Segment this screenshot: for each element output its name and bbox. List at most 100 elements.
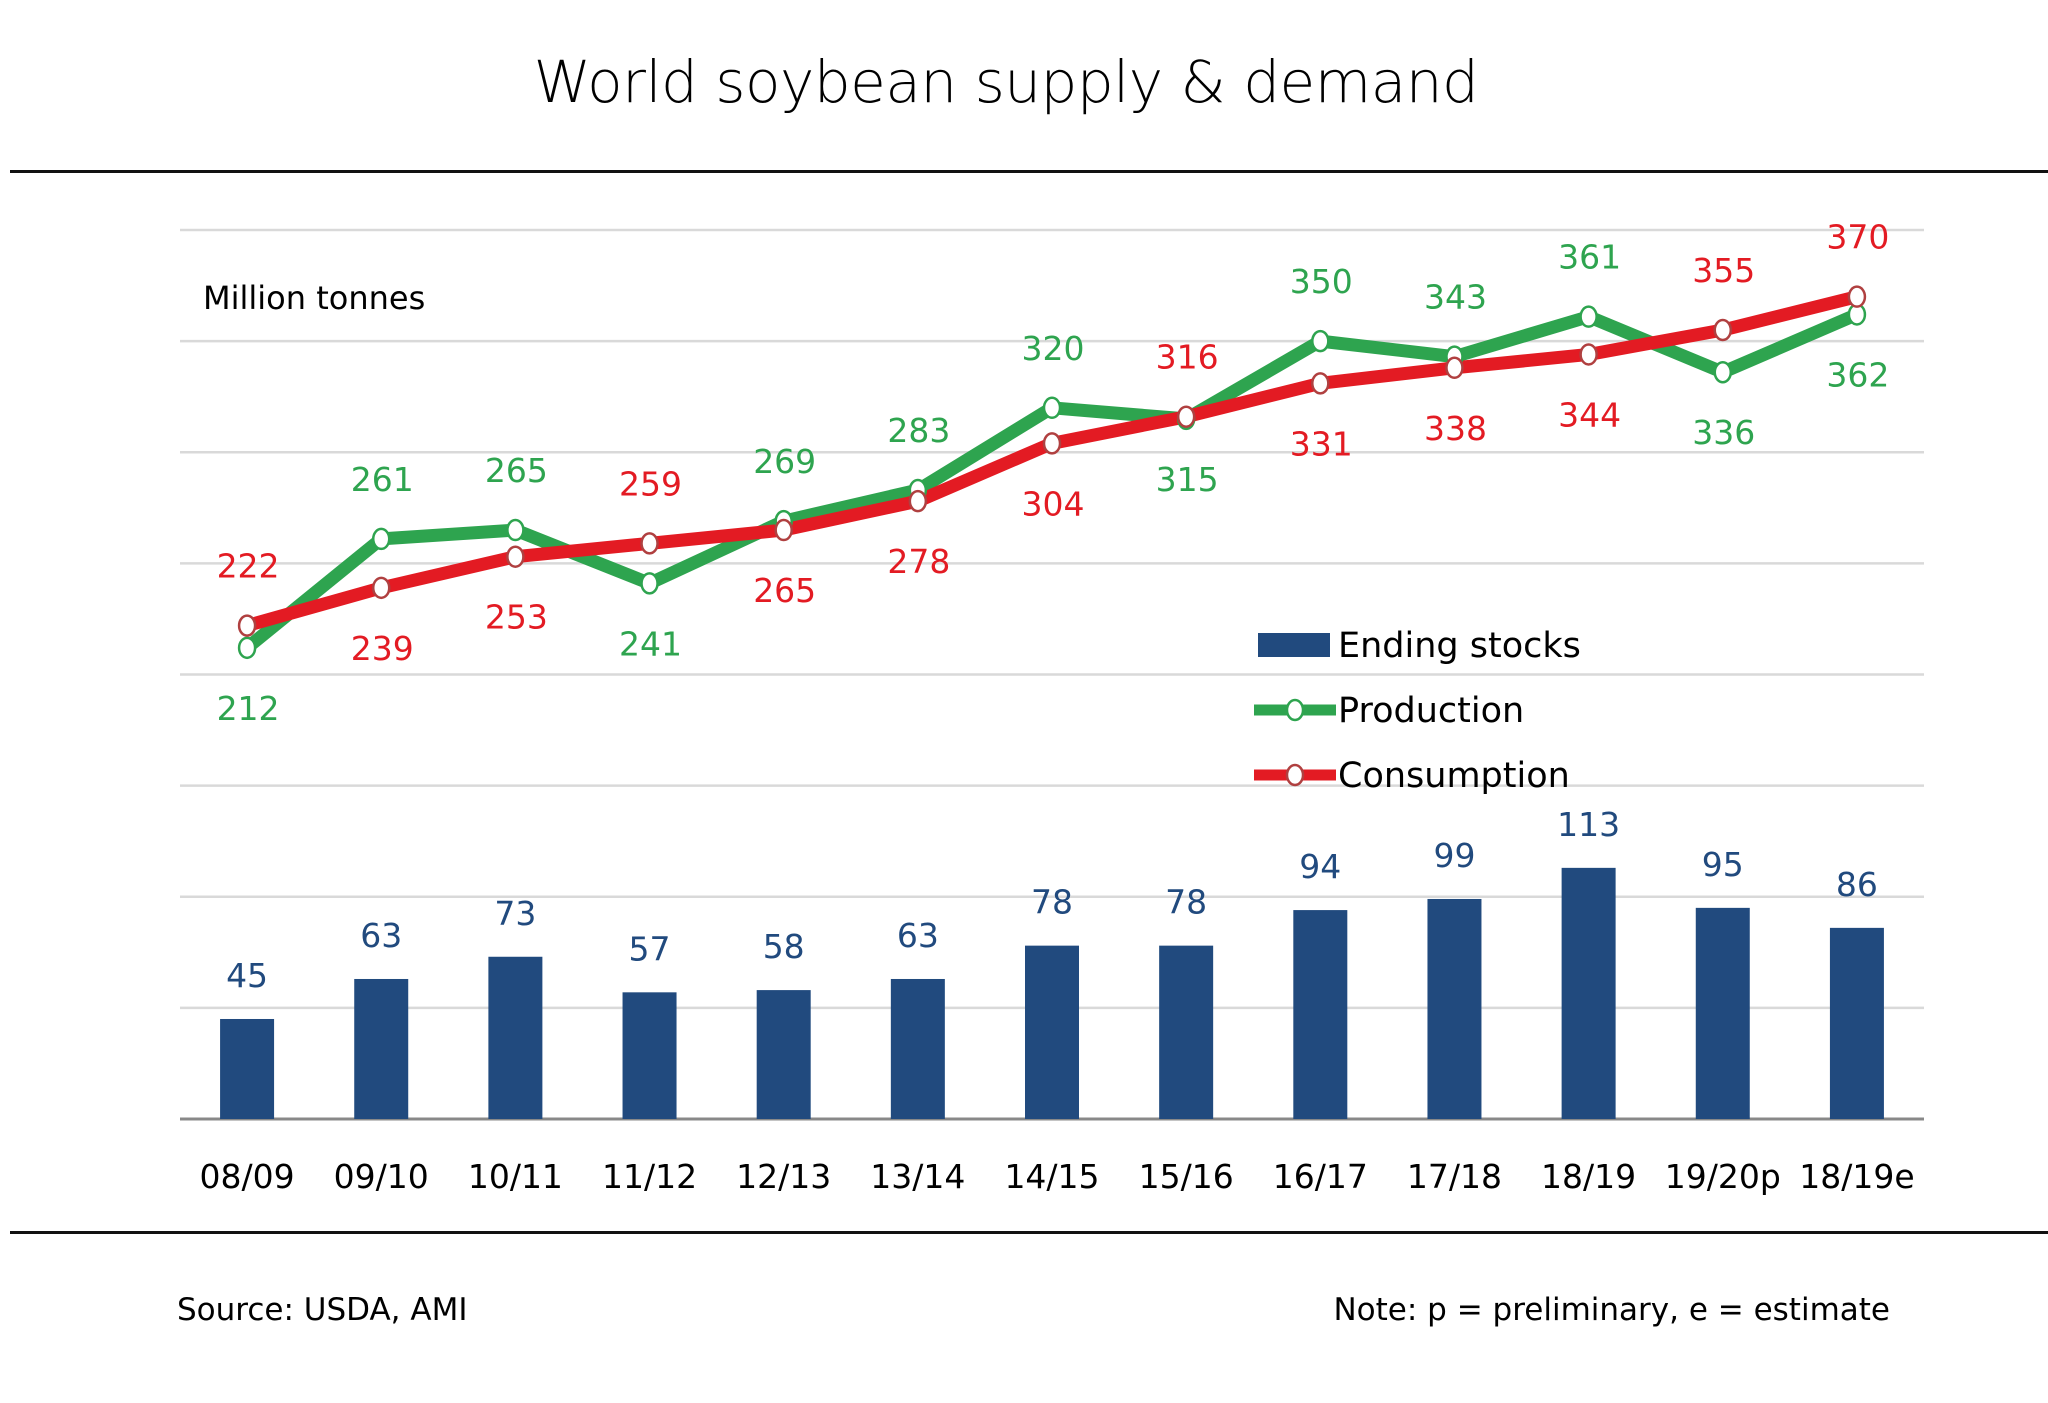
bar-series [220,867,1884,1119]
legend-label: Consumption [1338,756,1570,796]
consumption-data-label: 370 [1826,218,1889,257]
consumption-data-label: 304 [1022,484,1085,523]
consumption-data-label: 278 [887,542,950,581]
x-tick-label: 09/10 [334,1157,429,1196]
consumption-data-label: 344 [1558,395,1621,434]
bar [1159,945,1214,1119]
x-tick-label: 15/16 [1139,1157,1234,1196]
bar [1427,898,1482,1119]
y-axis-label: Million tonnes [203,279,425,317]
production-data-label: 241 [619,624,682,663]
bar-data-label: 95 [1702,845,1744,884]
bar-data-label: 58 [763,927,805,966]
production-data-label: 269 [753,442,816,481]
production-data-label: 343 [1424,278,1487,317]
source-note: Source: USDA, AMI [177,1292,468,1328]
production-data-label: 265 [485,451,548,490]
production-data-label: 212 [217,689,280,728]
production-marker [1311,329,1330,353]
bar [488,956,543,1119]
bar [1829,927,1884,1119]
line-data-labels: 212 261 265 241 269 283 320 315 350 343 361 336 362 2… [217,218,1890,728]
production-data-label: 261 [351,460,414,499]
consumption-marker [506,545,525,568]
bar-data-label: 63 [897,916,939,955]
consumption-marker [371,576,391,600]
x-tick-label: 08/09 [200,1157,295,1196]
top-divider [10,170,2048,173]
consumption-data-label: 222 [217,547,280,586]
x-axis-tick-labels: 08/09 09/10 10/11 11/12 12/13 13/14 14/15 15/16… [200,1157,1915,1196]
production-data-label: 320 [1022,329,1085,368]
consumption-data-label: 259 [619,464,682,503]
legend-swatch-bar [1258,633,1330,657]
bar-data-label: 78 [1031,883,1073,922]
consumption-marker [1311,372,1330,395]
legend-swatch-marker [1285,763,1305,787]
bar-data-label: 99 [1433,836,1475,875]
consumption-marker [640,532,659,555]
bar-data-label: 78 [1165,883,1207,922]
bar [354,978,409,1119]
bar-data-label: 94 [1299,847,1341,886]
production-marker [237,636,257,660]
x-tick-label: 18/19e [1799,1157,1914,1196]
bar-data-label: 45 [226,956,268,995]
consumption-data-label: 265 [753,571,816,610]
x-tick-label: 18/19 [1541,1157,1636,1196]
x-tick-label: 13/14 [870,1157,965,1196]
consumption-marker [1445,356,1464,380]
legend-ending-stocks: Ending stocks [1258,626,1581,666]
consumption-data-label: 331 [1290,424,1353,463]
production-marker [1042,396,1062,420]
legend-label: Production [1338,691,1524,731]
bar [1695,907,1750,1119]
x-tick-label: 19/20p [1665,1157,1781,1196]
consumption-marker [1847,285,1867,308]
production-marker [640,572,659,595]
consumption-data-label: 338 [1424,409,1487,448]
production-marker [1713,360,1733,384]
bar [1293,910,1348,1119]
consumption-marker [908,489,928,513]
production-marker [506,518,525,542]
legend-label: Ending stocks [1338,626,1581,666]
legend-swatch-marker [1285,698,1305,722]
legend-production: Production [1254,691,1524,731]
legend: Ending stocks Production Consumption [1254,626,1581,796]
consumption-data-label: 316 [1156,338,1219,377]
consumption-marker [774,518,793,542]
x-tick-label: 11/12 [602,1157,697,1196]
footnote: Note: p = preliminary, e = estimate [1333,1292,1890,1328]
consumption-marker [1176,405,1196,428]
bottom-divider [10,1231,2048,1234]
consumption-marker [1713,318,1733,342]
consumption-marker [1579,343,1598,366]
production-data-label: 361 [1558,238,1621,277]
bar-data-labels: 45 63 73 57 58 63 78 78 94 99 113 95 86 [226,805,1878,995]
bar [622,992,677,1119]
chart-title: World soybean supply & demand [533,48,1479,116]
legend-consumption: Consumption [1254,756,1570,796]
bar-data-label: 63 [360,916,402,955]
bar [1025,945,1079,1119]
production-data-label: 336 [1692,413,1755,452]
x-tick-label: 17/18 [1407,1157,1502,1196]
bar [1561,867,1616,1119]
x-tick-label: 16/17 [1273,1157,1368,1196]
consumption-marker [237,614,257,637]
bar-data-label: 57 [629,929,671,968]
line-series [237,285,1867,660]
bar-data-label: 113 [1557,805,1620,844]
consumption-data-label: 239 [351,629,414,668]
production-data-label: 350 [1290,262,1353,301]
production-data-label: 315 [1156,460,1219,499]
bar [756,990,811,1119]
consumption-data-label: 253 [485,598,548,637]
x-tick-label: 10/11 [468,1157,563,1196]
x-tick-label: 12/13 [736,1157,831,1196]
bar [890,978,945,1119]
bar-data-label: 73 [494,894,536,933]
bar [220,1018,275,1119]
